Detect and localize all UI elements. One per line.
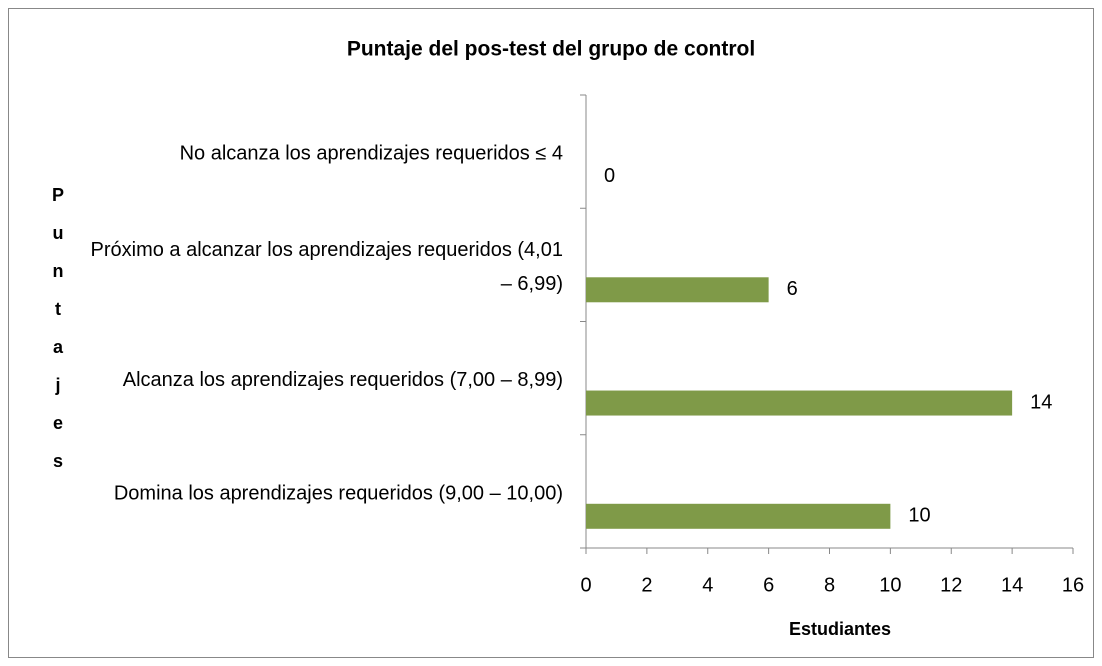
data-label: 14 (1030, 391, 1052, 413)
x-tick-label: 14 (1001, 574, 1023, 596)
x-tick-label: 10 (879, 574, 901, 596)
y-tick-label: Alcanza los aprendizajes requeridos (7,0… (123, 369, 563, 391)
y-tick-label: Próximo a alcanzar los aprendizajes requ… (91, 239, 563, 295)
bar (586, 503, 891, 529)
x-tick-label: 8 (824, 574, 835, 596)
x-tick-label: 12 (940, 574, 962, 596)
data-label: 6 (787, 278, 798, 300)
x-tick-label: 4 (702, 574, 713, 596)
bar (586, 390, 1013, 416)
data-label: 10 (908, 505, 930, 527)
y-tick-label: Domina los aprendizajes requeridos (9,00… (114, 483, 563, 505)
y-tick-label: No alcanza los aprendizajes requeridos ≤… (180, 143, 563, 165)
chart-title: Puntaje del pos-test del grupo de contro… (347, 38, 755, 61)
x-tick-label: 2 (641, 574, 652, 596)
chart-border (8, 8, 1094, 658)
x-axis-label: Estudiantes (789, 619, 891, 639)
bar (586, 277, 769, 303)
data-label: 0 (604, 165, 615, 187)
x-tick-label: 6 (763, 574, 774, 596)
x-tick-label: 0 (580, 574, 591, 596)
x-tick-label: 16 (1062, 574, 1084, 596)
